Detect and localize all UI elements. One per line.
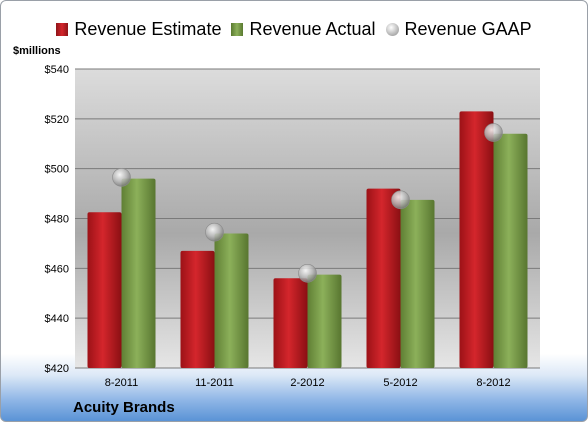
legend-label-estimate: Revenue Estimate (74, 18, 222, 39)
x-tick-label: 2-2012 (290, 377, 324, 389)
y-tick-label: $540 (45, 64, 69, 76)
legend-swatch-actual (231, 22, 244, 36)
bar-estimate (459, 111, 494, 368)
legend-swatch-estimate (56, 22, 69, 36)
bar-actual (121, 178, 156, 368)
bar-actual (493, 133, 528, 368)
x-tick-label: 8-2012 (476, 377, 510, 389)
y-tick-label: $500 (45, 164, 69, 176)
legend-label-gaap: Revenue GAAP (404, 18, 532, 39)
legend: Revenue Estimate Revenue Actual Revenue … (1, 17, 587, 41)
marker-gaap (112, 168, 131, 187)
legend-swatch-gaap (385, 22, 399, 36)
y-tick-label: $440 (45, 313, 69, 325)
legend-label-actual: Revenue Actual (249, 18, 376, 39)
y-axis-units-label: $millions (13, 45, 61, 57)
legend-item-actual: Revenue Actual (231, 18, 376, 40)
marker-gaap (205, 222, 224, 242)
x-tick-label: 5-2012 (383, 377, 417, 389)
y-tick-label: $420 (45, 363, 69, 375)
x-tick-label: 8-2011 (105, 377, 138, 389)
legend-item-gaap: Revenue GAAP (385, 18, 532, 40)
bar-actual (214, 233, 249, 368)
marker-gaap (298, 264, 317, 283)
bar-actual (307, 274, 342, 368)
marker-gaap (484, 123, 503, 142)
bar-estimate (180, 250, 215, 368)
y-tick-label: $520 (45, 114, 69, 126)
y-tick-label: $460 (45, 263, 69, 275)
legend-item-estimate: Revenue Estimate (56, 19, 221, 40)
bar-actual (400, 199, 435, 368)
bar-estimate (366, 188, 401, 368)
company-label: Acuity Brands (73, 399, 175, 416)
bar-estimate (87, 212, 122, 368)
marker-gaap (391, 190, 410, 210)
y-tick-label: $480 (45, 214, 69, 226)
bar-estimate (273, 278, 308, 368)
x-tick-label: 11-2011 (195, 377, 234, 389)
